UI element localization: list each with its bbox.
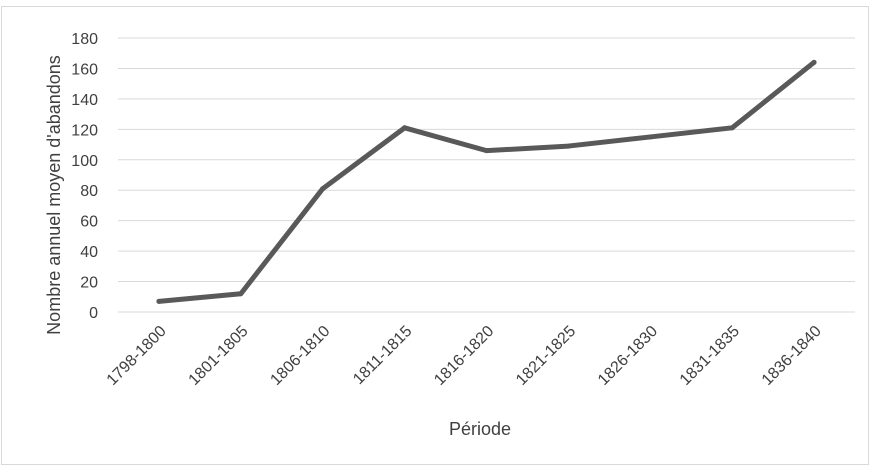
grid-lines bbox=[118, 37, 855, 313]
y-tick-120: 120 bbox=[71, 122, 98, 139]
data-point-1806-1810 bbox=[320, 186, 326, 192]
y-tick-40: 40 bbox=[80, 244, 98, 261]
data-point-1826-1830 bbox=[647, 134, 653, 140]
data-point-1816-1820 bbox=[484, 148, 489, 154]
x-tick-1831-1835: 1831-1835 bbox=[677, 323, 743, 389]
x-tick-1826-1830: 1826-1830 bbox=[595, 323, 661, 389]
chart-frame bbox=[1, 6, 869, 465]
y-axis-label: Nombre annuel moyen d'abandons bbox=[44, 55, 64, 335]
x-tick-1811-1815: 1811-1815 bbox=[350, 323, 415, 388]
data-point-1821-1825 bbox=[565, 143, 571, 149]
y-tick-labels: 0 20 40 60 80 100 120 140 160 180 bbox=[71, 31, 98, 322]
data-point-1801-1805 bbox=[238, 291, 244, 297]
x-tick-1816-1820: 1816-1820 bbox=[431, 323, 497, 389]
y-tick-140: 140 bbox=[71, 92, 98, 109]
data-point-1798-1800 bbox=[156, 298, 162, 304]
x-tick-labels: 1798-1800 1801-1805 1806-1810 1811-1815 1816… bbox=[104, 323, 825, 389]
data-point-1836-1840 bbox=[811, 59, 817, 65]
x-tick-1801-1805: 1801-1805 bbox=[186, 323, 252, 389]
y-tick-160: 160 bbox=[71, 61, 98, 78]
y-tick-180: 180 bbox=[71, 31, 98, 48]
x-tick-1836-1840: 1836-1840 bbox=[759, 323, 825, 389]
series-group bbox=[156, 59, 817, 304]
y-tick-60: 60 bbox=[80, 214, 98, 231]
x-tick-1806-1810: 1806-1810 bbox=[267, 323, 333, 389]
y-tick-80: 80 bbox=[80, 183, 98, 200]
x-tick-1798-1800: 1798-1800 bbox=[104, 323, 170, 389]
y-tick-0: 0 bbox=[89, 305, 98, 322]
x-tick-1821-1825: 1821-1825 bbox=[513, 323, 579, 389]
data-point-1831-1835 bbox=[729, 125, 735, 131]
y-tick-20: 20 bbox=[80, 275, 98, 292]
y-tick-100: 100 bbox=[71, 153, 98, 170]
x-axis-label: Période bbox=[449, 419, 511, 439]
series-line-0 bbox=[156, 59, 817, 304]
data-point-1811-1815 bbox=[402, 125, 408, 131]
